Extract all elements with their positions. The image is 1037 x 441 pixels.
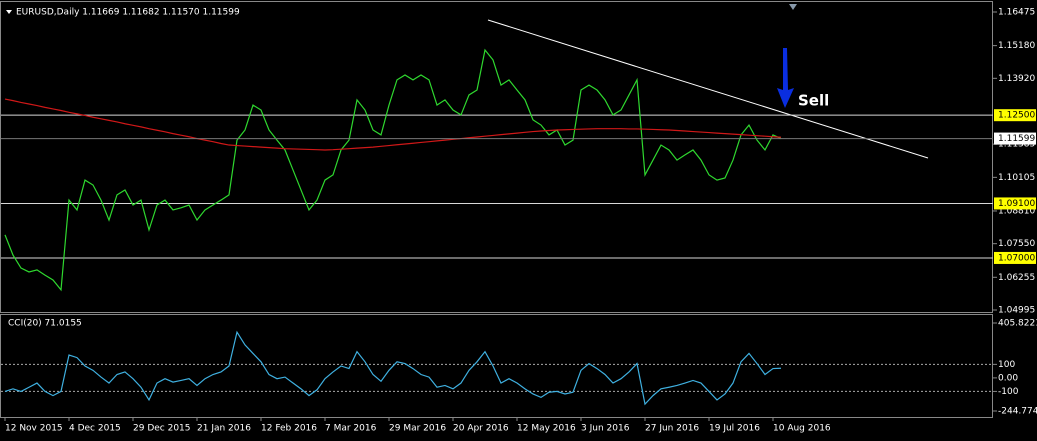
y-tick-label: 1.11385 (998, 140, 1035, 150)
y2-tick-label: 0.00 (998, 373, 1018, 383)
y2-tick-label: -100 (998, 387, 1019, 397)
level-label-bg (994, 251, 1036, 264)
level-label: 1.07000 (998, 253, 1035, 263)
y-tick-label: 1.08810 (998, 206, 1035, 216)
y2-tick-label: -244.7742 (998, 407, 1037, 417)
y-tick-label: 1.04995 (998, 306, 1035, 316)
arrow (777, 48, 794, 108)
y-tick-label: 1.13920 (998, 74, 1035, 84)
annotation: Sell (798, 92, 829, 110)
y-tick-label: 1.15180 (998, 41, 1035, 51)
x-tick-label: 10 Aug 2016 (773, 424, 831, 434)
x-tick-label: 12 May 2016 (517, 424, 576, 434)
x-tick-label: 29 Mar 2016 (389, 424, 446, 434)
y2-tick-label: 100 (998, 360, 1015, 370)
y-tick-label: 1.16475 (998, 8, 1035, 18)
x-tick-label: 21 Jan 2016 (197, 424, 251, 434)
x-tick-label: 12 Feb 2016 (261, 424, 317, 434)
trend-line (487, 19, 929, 159)
price-panel (0, 1, 993, 313)
x-tick-label: 19 Jul 2016 (709, 424, 760, 434)
level-label-bg (994, 197, 1036, 210)
price-line (4, 98, 782, 151)
cci-line (4, 330, 782, 406)
level-label-bg (994, 109, 1036, 122)
cci-panel (0, 314, 993, 418)
x-tick-label: 27 Jun 2016 (645, 424, 699, 434)
y-tick-label: 1.07550 (998, 239, 1035, 249)
shift-marker (789, 4, 797, 10)
level-label: 1.09100 (998, 199, 1035, 209)
y-tick-label: 1.10105 (998, 173, 1035, 183)
cci-label: CCI(20) 71.0155 (8, 319, 82, 329)
y2-tick-label: 405.8221 (998, 319, 1037, 329)
chart-title: EURUSD,Daily 1.11669 1.11682 1.11570 1.1… (16, 8, 240, 18)
x-tick-label: 29 Dec 2015 (133, 424, 191, 434)
x-tick-label: 12 Nov 2015 (5, 424, 63, 434)
price-line (4, 48, 782, 292)
menu-triangle (6, 10, 12, 14)
last-price-label: 1.11599 (998, 134, 1035, 144)
x-tick-label: 3 Jun 2016 (581, 424, 630, 434)
y-tick-label: 1.06255 (998, 273, 1035, 283)
x-tick-label: 20 Apr 2016 (453, 424, 509, 434)
x-tick-label: 4 Dec 2015 (69, 424, 121, 434)
last-price-bg (994, 132, 1036, 145)
level-label: 1.12500 (998, 111, 1035, 121)
x-tick-label: 7 Mar 2016 (325, 424, 377, 434)
